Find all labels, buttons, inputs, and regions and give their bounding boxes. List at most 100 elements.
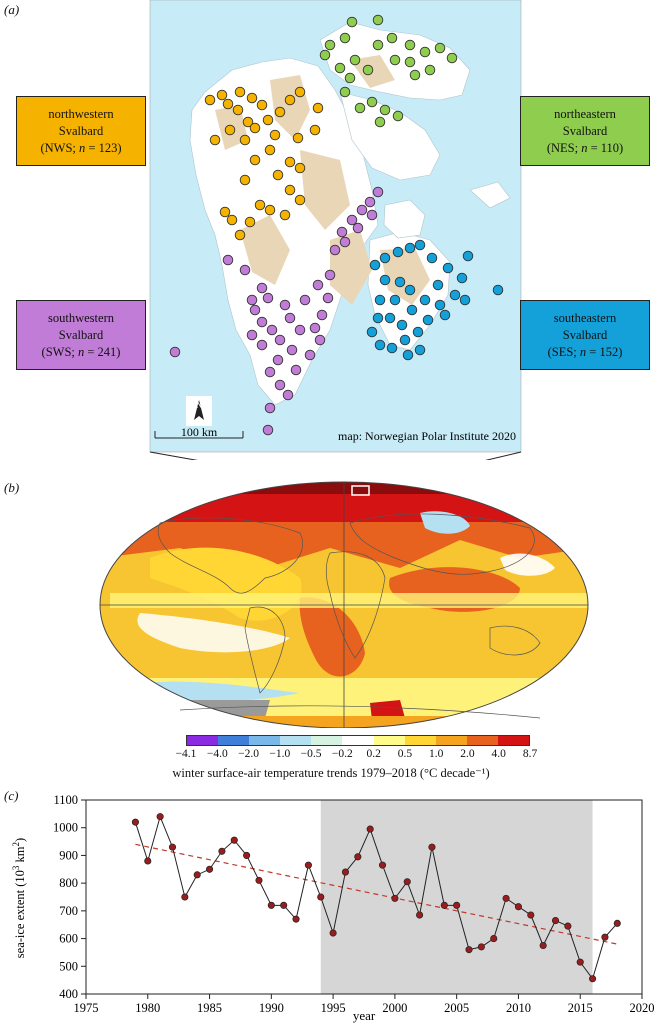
site-dot xyxy=(226,214,238,226)
site-dot xyxy=(369,259,381,271)
x-tick-label: 2020 xyxy=(630,1001,655,1015)
site-dot xyxy=(294,324,306,336)
site-dot xyxy=(294,86,306,98)
y-axis-ticks: 400 500 600 700 800 900 1000 1100 xyxy=(53,793,86,1001)
site-dot xyxy=(234,86,246,98)
site-dot xyxy=(374,294,386,306)
site-dot xyxy=(409,69,421,81)
continent-outlines xyxy=(157,513,541,719)
site-dot xyxy=(364,196,376,208)
site-dot xyxy=(264,366,276,378)
data-point xyxy=(564,922,572,930)
site-dot xyxy=(266,324,278,336)
data-point xyxy=(416,911,424,919)
x-tick-label: 2000 xyxy=(382,1001,407,1015)
site-dot xyxy=(304,349,316,361)
region-sws-line3b: = 241) xyxy=(84,344,121,359)
site-dot xyxy=(404,242,416,254)
site-dot xyxy=(379,274,391,286)
site-dot xyxy=(286,344,298,356)
colorbar-tick-label: −1.0 xyxy=(269,748,291,760)
colorbar-tick-label: −0.5 xyxy=(300,748,322,760)
region-nws-line3b: = 123) xyxy=(85,140,122,155)
plot-frame xyxy=(85,799,643,995)
site-dot xyxy=(414,239,426,251)
region-box-nes: northeastern Svalbard (NES; n = 110) xyxy=(520,96,650,166)
site-dot xyxy=(249,304,261,316)
site-dot xyxy=(322,292,334,304)
data-point xyxy=(378,861,387,869)
panel-label-b: (b) xyxy=(4,480,20,495)
colorbar-title: winter surface-air temperature trends 19… xyxy=(172,766,490,780)
site-dot xyxy=(394,276,406,288)
site-dot xyxy=(446,52,458,64)
site-dot xyxy=(352,222,364,234)
data-point xyxy=(354,853,362,861)
site-dot xyxy=(372,39,384,51)
site-dot xyxy=(339,236,351,248)
region-box-nws: northwestern Svalbard (NWS; n = 123) xyxy=(16,96,146,166)
site-dot xyxy=(462,250,474,262)
site-dot xyxy=(256,282,268,294)
region-nws-line1: northwestern xyxy=(48,106,114,121)
y-tick-label: 800 xyxy=(59,876,78,890)
x-tick-label: 2005 xyxy=(444,1001,469,1015)
x-tick-label: 2015 xyxy=(568,1001,593,1015)
site-dot xyxy=(362,64,374,76)
shaded-period xyxy=(320,800,593,994)
site-dot xyxy=(434,42,446,54)
colorbar-tick-label: 1.0 xyxy=(428,748,444,760)
site-dot xyxy=(386,342,398,354)
site-dot xyxy=(312,279,324,291)
region-sws-line2: Svalbard xyxy=(58,327,104,342)
colorbar-segment xyxy=(311,736,343,745)
colorbar-segment xyxy=(280,736,312,745)
site-dot xyxy=(372,312,384,324)
site-dot xyxy=(269,129,281,141)
y-axis-label-sup2: 2 xyxy=(11,842,21,847)
zoom-line-right xyxy=(485,451,522,460)
site-dot xyxy=(299,294,311,306)
data-point xyxy=(131,818,139,826)
site-dot xyxy=(256,316,268,328)
colorbar-tick-label: 0.5 xyxy=(397,748,413,760)
site-dot xyxy=(249,154,261,166)
y-axis-label: sea-ice extent (103 km2) xyxy=(11,838,27,958)
scale-label: 100 km xyxy=(181,425,218,439)
region-nes-n: n xyxy=(581,140,588,155)
data-point xyxy=(589,975,597,983)
site-dot xyxy=(294,162,306,174)
site-dot xyxy=(262,424,274,436)
site-dot xyxy=(372,14,384,26)
site-dot xyxy=(279,209,291,221)
colorbar-tick-label: 0.2 xyxy=(366,748,381,760)
region-nws-line2: Svalbard xyxy=(58,123,104,138)
region-nws-line3a: (NWS; xyxy=(40,140,80,155)
site-dot xyxy=(309,322,321,334)
site-dot xyxy=(412,326,424,338)
site-dot xyxy=(404,56,416,68)
panel-label-a: (a) xyxy=(4,2,20,17)
site-dot xyxy=(432,279,444,291)
colorbar-segment xyxy=(466,736,498,745)
data-point xyxy=(527,911,535,919)
y-tick-label: 600 xyxy=(59,932,78,946)
site-dot xyxy=(239,134,251,146)
site-dot xyxy=(392,246,404,258)
site-dot xyxy=(292,132,304,144)
svalbard-inset-box xyxy=(351,485,370,496)
data-point xyxy=(428,843,436,851)
site-dot xyxy=(242,116,254,128)
colorbar-segment xyxy=(373,736,405,745)
colorbar-segment xyxy=(187,736,219,745)
data-point xyxy=(181,893,189,901)
data-point xyxy=(440,901,448,909)
site-dot xyxy=(419,294,431,306)
site-dot xyxy=(264,204,276,216)
x-axis-ticks: 1975 1980 1985 1990 1995 2000 2005 2010 2015 2020 xyxy=(74,994,655,1015)
site-dot xyxy=(336,226,348,238)
data-point xyxy=(490,935,498,943)
x-tick-label: 1975 xyxy=(74,1001,99,1015)
site-dot xyxy=(349,54,361,66)
data-point xyxy=(317,893,325,901)
